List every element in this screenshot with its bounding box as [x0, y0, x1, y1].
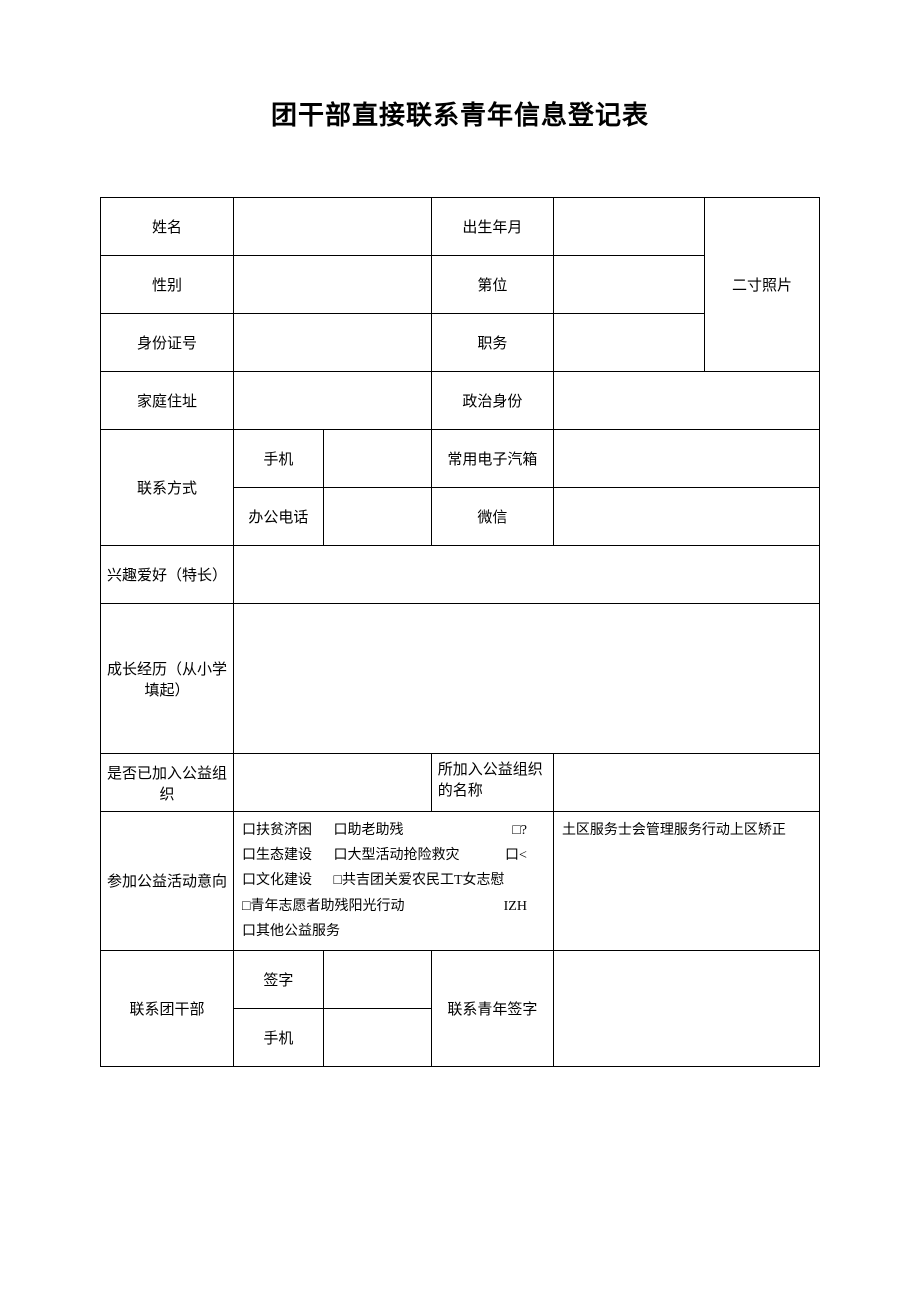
label-idnum: 身份证号 [101, 314, 234, 372]
registration-table: 姓名 出生年月 二寸照片 性别 第位 身份证号 职务 家庭住址 政治身份 联系方… [100, 197, 820, 1067]
label-growth: 成长经历（从小学填起） [101, 604, 234, 754]
label-mobile: 手机 [234, 430, 324, 488]
field-hobby[interactable] [234, 546, 820, 604]
field-joined-public[interactable] [234, 754, 432, 812]
field-growth[interactable] [234, 604, 820, 754]
label-joined-name: 所加入公益组织的名称 [431, 754, 553, 812]
checkbox-item[interactable]: 口文化建设 [242, 868, 312, 893]
checkbox-item[interactable]: 口助老助残 [334, 818, 404, 843]
field-mobile[interactable] [323, 430, 431, 488]
label-mobile2: 手机 [234, 1008, 324, 1066]
field-name[interactable] [234, 198, 432, 256]
field-gender[interactable] [234, 256, 432, 314]
checkbox-item[interactable]: 口其他公益服务 [242, 919, 340, 944]
checkbox-item[interactable]: 口< [505, 843, 527, 868]
label-contact: 联系方式 [101, 430, 234, 546]
field-email[interactable] [553, 430, 819, 488]
field-joined-name[interactable] [553, 754, 819, 812]
checkbox-item[interactable]: □? [512, 818, 527, 843]
field-birth[interactable] [553, 198, 704, 256]
label-activity-intent: 参加公益活动意向 [101, 812, 234, 951]
label-address: 家庭住址 [101, 372, 234, 430]
label-position: 职务 [431, 314, 553, 372]
field-idnum[interactable] [234, 314, 432, 372]
field-address[interactable] [234, 372, 432, 430]
checkbox-item[interactable]: IZH [504, 894, 527, 919]
label-contact-cadre: 联系团干部 [101, 950, 234, 1066]
label-wechat: 微信 [431, 488, 553, 546]
checkbox-item[interactable]: 口大型活动抢险救灾 [334, 843, 460, 868]
field-sign[interactable] [323, 950, 431, 1008]
field-unit[interactable] [553, 256, 704, 314]
label-gender: 性别 [101, 256, 234, 314]
field-youth-sign[interactable] [553, 950, 819, 1066]
checkbox-right-area: 土区服务士会管理服务行动上区矫正 [553, 812, 819, 951]
field-political[interactable] [553, 372, 819, 430]
label-political: 政治身份 [431, 372, 553, 430]
label-birth: 出生年月 [431, 198, 553, 256]
label-hobby: 兴趣爱好（特长） [101, 546, 234, 604]
field-wechat[interactable] [553, 488, 819, 546]
field-position[interactable] [553, 314, 704, 372]
label-email: 常用电子汽箱 [431, 430, 553, 488]
label-unit: 第位 [431, 256, 553, 314]
checkbox-item[interactable]: □青年志愿者助残阳光行动 [242, 894, 404, 919]
field-mobile2[interactable] [323, 1008, 431, 1066]
label-office-phone: 办公电话 [234, 488, 324, 546]
field-office-phone[interactable] [323, 488, 431, 546]
checkbox-item[interactable]: 口生态建设 [242, 843, 312, 868]
label-joined-public: 是否已加入公益组织 [101, 754, 234, 812]
checkbox-left-area[interactable]: 口扶贫济困 口助老助残 □? 口生态建设 口大型活动抢险救灾 口< 口文化建设 … [234, 812, 554, 951]
form-title: 团干部直接联系青年信息登记表 [100, 95, 820, 132]
label-sign: 签字 [234, 950, 324, 1008]
checkbox-item[interactable]: □共吉团关爱农民工T女志慰 [334, 868, 505, 893]
checkbox-item[interactable]: 口扶贫济困 [242, 818, 312, 843]
photo-area: 二寸照片 [704, 198, 819, 372]
label-name: 姓名 [101, 198, 234, 256]
label-youth-sign: 联系青年签字 [431, 950, 553, 1066]
